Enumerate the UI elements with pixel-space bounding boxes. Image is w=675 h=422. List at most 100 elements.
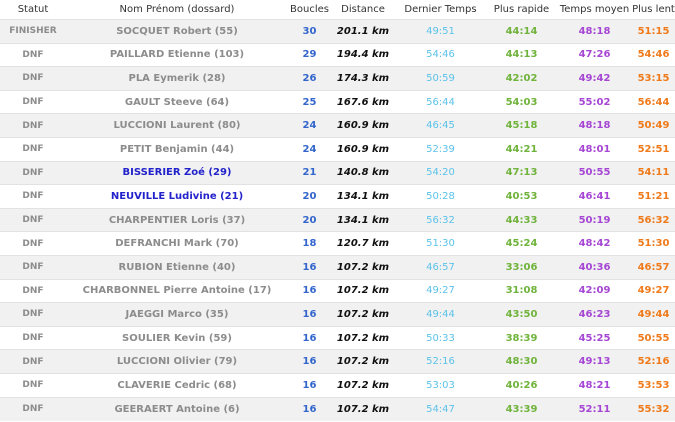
row-status: DNF xyxy=(0,42,66,67)
row-boucles: 20 xyxy=(288,207,331,232)
table-row[interactable]: DNF LUCCIONI Laurent (80) 24 160.9 km 46:45 4… xyxy=(0,113,675,138)
row-distance: 160.9 km xyxy=(331,136,395,162)
row-boucles: 16 xyxy=(288,254,331,280)
row-status: DNF xyxy=(0,66,66,91)
row-status: DNF xyxy=(0,302,66,327)
header-average[interactable]: Temps moyen xyxy=(559,4,630,15)
row-last-time: 56:44 xyxy=(395,89,486,114)
row-average: 50:19 xyxy=(557,207,632,232)
row-slowest: 49:27 xyxy=(632,278,675,303)
row-boucles: 24 xyxy=(288,113,331,138)
row-boucles: 21 xyxy=(288,160,331,185)
row-last-time: 49:51 xyxy=(395,19,486,44)
row-last-time: 49:27 xyxy=(395,278,486,303)
row-status: DNF xyxy=(0,113,66,138)
row-slowest: 46:57 xyxy=(632,254,675,280)
row-status: DNF xyxy=(0,278,66,303)
table-row[interactable]: DNF GEERAERT Antoine (6) 16 107.2 km 54:47 43… xyxy=(0,396,675,421)
header-statut[interactable]: Statut xyxy=(17,4,49,15)
row-last-time: 46:45 xyxy=(395,113,486,138)
table-row[interactable]: DNF PETIT Benjamin (44) 24 160.9 km 52:39 44:… xyxy=(0,136,675,162)
row-name[interactable]: LUCCIONI Laurent (80) xyxy=(66,113,288,138)
table-row[interactable]: DNF GAULT Steeve (64) 25 167.6 km 56:44 54:03… xyxy=(0,89,675,114)
row-name[interactable]: CLAVERIE Cedric (68) xyxy=(66,372,288,397)
row-fastest: 38:39 xyxy=(486,325,557,350)
header-slowest[interactable]: Plus lent xyxy=(632,4,675,15)
header-fastest[interactable]: Plus rapide xyxy=(493,4,550,15)
row-name[interactable]: SOCQUET Robert (55) xyxy=(66,19,288,44)
row-average: 48:18 xyxy=(557,19,632,44)
row-name[interactable]: PETIT Benjamin (44) xyxy=(66,136,288,162)
row-name[interactable]: SOULIER Kevin (59) xyxy=(66,325,288,350)
row-name[interactable]: CHARPENTIER Loris (37) xyxy=(66,207,288,232)
row-last-time: 54:47 xyxy=(395,396,486,421)
row-distance: 134.1 km xyxy=(331,184,395,209)
row-slowest: 56:32 xyxy=(632,207,675,232)
row-status: DNF xyxy=(0,396,66,421)
row-fastest: 31:08 xyxy=(486,278,557,303)
row-boucles: 29 xyxy=(288,42,331,67)
table-row[interactable]: DNF PLA Eymerik (28) 26 174.3 km 50:59 42:02 4… xyxy=(0,66,675,91)
table-row[interactable]: DNF PAILLARD Etienne (103) 29 194.4 km 54:46… xyxy=(0,42,675,67)
row-fastest: 40:26 xyxy=(486,372,557,397)
row-status: DNF xyxy=(0,372,66,397)
row-last-time: 53:03 xyxy=(395,372,486,397)
row-fastest: 45:18 xyxy=(486,113,557,138)
row-status: DNF xyxy=(0,325,66,350)
table-row[interactable]: DNF SOULIER Kevin (59) 16 107.2 km 50:33 38:3… xyxy=(0,325,675,350)
row-name[interactable]: GAULT Steeve (64) xyxy=(66,89,288,114)
row-distance: 107.2 km xyxy=(331,349,395,374)
table-row[interactable]: DNF JAEGGI Marco (35) 16 107.2 km 49:44 43:50… xyxy=(0,302,675,327)
row-slowest: 49:44 xyxy=(632,302,675,327)
table-row[interactable]: DNF LUCCIONI Olivier (79) 16 107.2 km 52:16 4… xyxy=(0,349,675,374)
table-row[interactable]: DNF CHARPENTIER Loris (37) 20 134.1 km 56:32… xyxy=(0,207,675,232)
row-fastest: 43:39 xyxy=(486,396,557,421)
row-name[interactable]: CHARBONNEL Pierre Antoine (17) xyxy=(66,278,288,303)
header-name[interactable]: Nom Prénom (dossard) xyxy=(119,4,235,15)
row-slowest: 51:21 xyxy=(632,184,675,209)
table-row[interactable]: DNF NEUVILLE Ludivine (21) 20 134.1 km 50:28… xyxy=(0,184,675,209)
row-fastest: 33:06 xyxy=(486,254,557,280)
table-row[interactable]: DNF BISSERIER Zoé (29) 21 140.8 km 54:20 47:1… xyxy=(0,160,675,185)
row-name[interactable]: GEERAERT Antoine (6) xyxy=(66,396,288,421)
row-distance: 167.6 km xyxy=(331,89,395,114)
row-fastest: 44:33 xyxy=(486,207,557,232)
row-distance: 107.2 km xyxy=(331,372,395,397)
row-slowest: 52:16 xyxy=(632,349,675,374)
row-name[interactable]: PAILLARD Etienne (103) xyxy=(66,42,288,67)
table-row[interactable]: DNF RUBION Etienne (40) 16 107.2 km 46:57 33:… xyxy=(0,254,675,280)
table-row[interactable]: DNF CLAVERIE Cedric (68) 16 107.2 km 53:03 40… xyxy=(0,372,675,397)
header-boucles[interactable]: Boucles xyxy=(290,4,329,15)
header-distance[interactable]: Distance xyxy=(341,4,385,15)
row-last-time: 46:57 xyxy=(395,254,486,280)
row-last-time: 50:28 xyxy=(395,184,486,209)
row-name[interactable]: RUBION Etienne (40) xyxy=(66,254,288,280)
row-boucles: 25 xyxy=(288,89,331,114)
header-last-time[interactable]: Dernier Temps xyxy=(404,4,477,15)
table-row[interactable]: DNF DEFRANCHI Mark (70) 18 120.7 km 51:30 45:… xyxy=(0,231,675,256)
row-last-time: 50:33 xyxy=(395,325,486,350)
row-fastest: 44:13 xyxy=(486,42,557,67)
row-average: 45:25 xyxy=(557,325,632,350)
row-status: DNF xyxy=(0,254,66,280)
row-last-time: 52:39 xyxy=(395,136,486,162)
row-distance: 107.2 km xyxy=(331,302,395,327)
row-name[interactable]: NEUVILLE Ludivine (21) xyxy=(66,184,288,209)
row-name[interactable]: DEFRANCHI Mark (70) xyxy=(66,231,288,256)
row-name[interactable]: PLA Eymerik (28) xyxy=(66,66,288,91)
table-row[interactable]: FINISHER SOCQUET Robert (55) 30 201.1 km 49:… xyxy=(0,19,675,44)
row-slowest: 51:15 xyxy=(632,19,675,44)
row-fastest: 44:21 xyxy=(486,136,557,162)
row-name[interactable]: LUCCIONI Olivier (79) xyxy=(66,349,288,374)
row-boucles: 20 xyxy=(288,184,331,209)
row-fastest: 45:24 xyxy=(486,231,557,256)
row-average: 50:55 xyxy=(557,160,632,185)
table-body: FINISHER SOCQUET Robert (55) 30 201.1 km 49:… xyxy=(0,19,675,421)
row-name[interactable]: BISSERIER Zoé (29) xyxy=(66,160,288,185)
row-status: DNF xyxy=(0,207,66,232)
table-row[interactable]: DNF CHARBONNEL Pierre Antoine (17) 16 107.2… xyxy=(0,278,675,303)
row-boucles: 16 xyxy=(288,396,331,421)
row-slowest: 50:49 xyxy=(632,113,675,138)
row-name[interactable]: JAEGGI Marco (35) xyxy=(66,302,288,327)
row-slowest: 54:11 xyxy=(632,160,675,185)
